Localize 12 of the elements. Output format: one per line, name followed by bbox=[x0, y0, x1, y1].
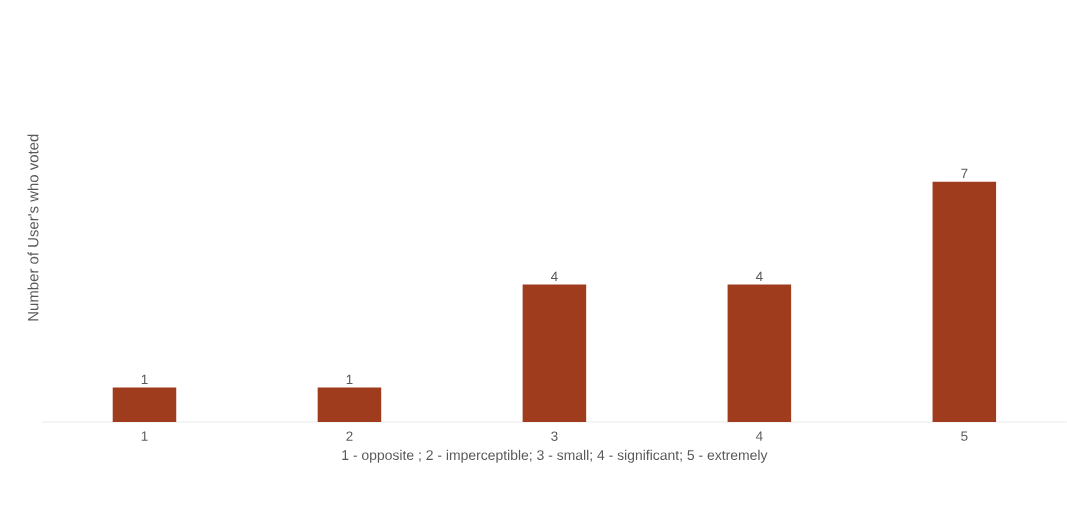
x-tick-label: 2 bbox=[346, 431, 353, 441]
y-axis-title: Number of User's who voted bbox=[27, 134, 39, 321]
data-label: 7 bbox=[961, 168, 968, 179]
x-tick-label: 4 bbox=[755, 431, 763, 441]
data-label: 4 bbox=[550, 271, 558, 282]
x-tick-label: 3 bbox=[551, 431, 558, 441]
data-label: 4 bbox=[755, 271, 763, 282]
x-tick-label: 1 bbox=[141, 431, 148, 441]
data-label: 1 bbox=[141, 374, 148, 385]
x-axis-title: 1 - opposite ; 2 - imperceptible; 3 - small; 4 - significant; 5 - extremely bbox=[342, 449, 768, 463]
x-tick-label: 5 bbox=[961, 431, 968, 441]
data-label: 1 bbox=[346, 374, 353, 385]
